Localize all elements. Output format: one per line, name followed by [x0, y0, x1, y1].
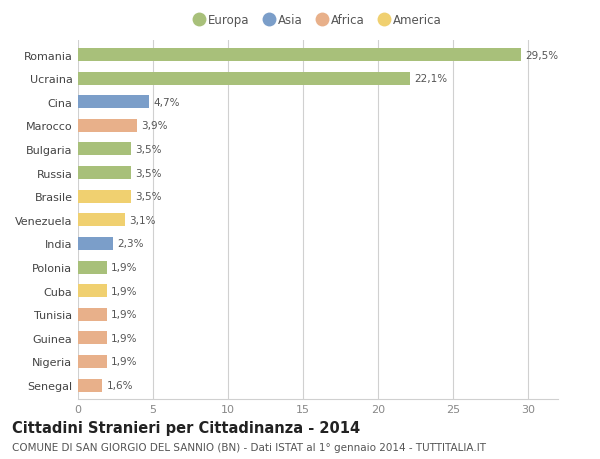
Bar [78, 167, 131, 179]
Text: 22,1%: 22,1% [414, 74, 447, 84]
Bar [78, 96, 149, 109]
Bar [78, 143, 131, 156]
Bar [78, 49, 521, 62]
Text: 1,9%: 1,9% [111, 333, 137, 343]
Text: 1,9%: 1,9% [111, 286, 137, 296]
Text: Cittadini Stranieri per Cittadinanza - 2014: Cittadini Stranieri per Cittadinanza - 2… [12, 420, 360, 435]
Text: 29,5%: 29,5% [525, 50, 558, 61]
Bar [78, 214, 125, 227]
Bar [78, 331, 107, 345]
Text: 3,5%: 3,5% [135, 192, 161, 202]
Text: 1,6%: 1,6% [107, 380, 133, 390]
Bar [78, 285, 107, 297]
Text: 3,5%: 3,5% [135, 145, 161, 155]
Text: 3,1%: 3,1% [129, 215, 155, 225]
Bar [78, 120, 137, 133]
Text: 1,9%: 1,9% [111, 357, 137, 367]
Text: COMUNE DI SAN GIORGIO DEL SANNIO (BN) - Dati ISTAT al 1° gennaio 2014 - TUTTITAL: COMUNE DI SAN GIORGIO DEL SANNIO (BN) - … [12, 442, 486, 452]
Bar [78, 379, 102, 392]
Bar [78, 355, 107, 368]
Text: 4,7%: 4,7% [153, 98, 179, 107]
Bar [78, 308, 107, 321]
Bar [78, 190, 131, 203]
Legend: Europa, Asia, Africa, America: Europa, Asia, Africa, America [190, 10, 446, 32]
Bar [78, 261, 107, 274]
Text: 1,9%: 1,9% [111, 309, 137, 319]
Text: 1,9%: 1,9% [111, 263, 137, 273]
Text: 2,3%: 2,3% [117, 239, 143, 249]
Text: 3,9%: 3,9% [141, 121, 167, 131]
Bar [78, 73, 409, 85]
Bar [78, 237, 113, 250]
Text: 3,5%: 3,5% [135, 168, 161, 178]
